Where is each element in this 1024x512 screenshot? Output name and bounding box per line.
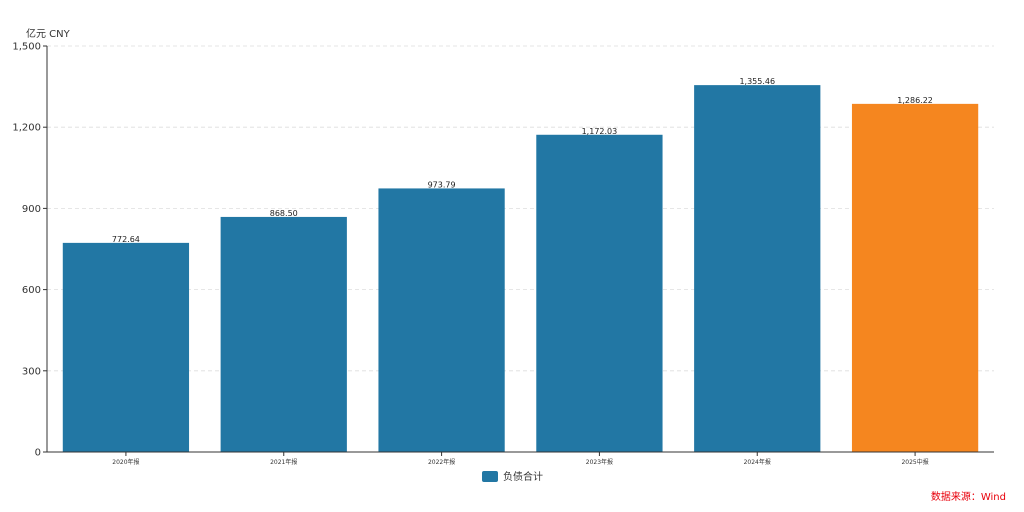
gridlines	[47, 45, 994, 372]
bar	[536, 134, 663, 452]
data-label: 868.50	[270, 209, 298, 218]
y-tick-label: 900	[22, 204, 41, 215]
data-label: 772.64	[112, 235, 140, 244]
bar	[378, 188, 505, 453]
y-tick-label: 1,500	[12, 42, 41, 53]
x-tick-label: 2023年报	[586, 458, 613, 466]
bars	[62, 85, 979, 453]
x-tick-label: 2020年报	[112, 458, 139, 466]
data-label: 973.79	[428, 180, 456, 189]
y-axis-unit-label: 亿元 CNY	[26, 27, 71, 40]
data-labels: 772.64 868.50 973.79 1,172.03 1,355.46 1,286.…	[112, 77, 933, 244]
x-tick-label: 2025中报	[901, 458, 928, 466]
y-tick-label: 300	[22, 366, 41, 377]
x-tick-label: 2022年报	[428, 458, 455, 466]
legend-swatch[interactable]	[482, 471, 498, 482]
data-label: 1,355.46	[739, 77, 775, 86]
y-tick-label: 600	[22, 285, 41, 296]
source-note: 数据来源：Wind	[931, 490, 1006, 503]
bar	[220, 216, 347, 452]
bar	[694, 85, 821, 452]
y-tick-label: 0	[35, 448, 41, 459]
legend-label[interactable]: 负债合计	[503, 470, 543, 483]
bar	[851, 103, 979, 452]
bar	[62, 242, 190, 452]
y-axis-ticks: 0 300 600 900 1,200 1,500	[12, 42, 47, 459]
x-tick-label: 2021年报	[270, 458, 297, 466]
axes	[46, 46, 994, 453]
x-axis-ticks: 2020年报 2021年报 2022年报 2023年报 2024年报 2025中报	[112, 452, 929, 466]
data-label: 1,172.03	[582, 127, 618, 136]
y-tick-label: 1,200	[12, 123, 41, 134]
data-label: 1,286.22	[897, 96, 933, 105]
legend[interactable]: 负债合计	[482, 470, 543, 483]
x-tick-label: 2024年报	[744, 458, 771, 466]
